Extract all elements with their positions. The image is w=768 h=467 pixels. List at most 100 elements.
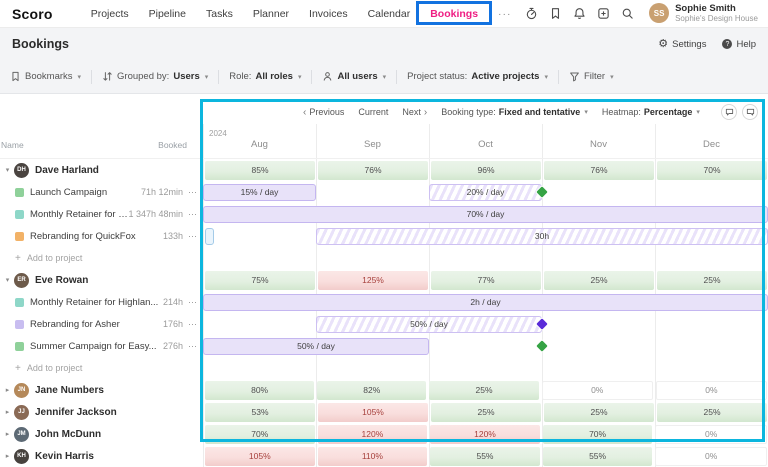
booking-bar[interactable]: 15% / day [203,183,316,201]
collapse-caret-icon[interactable]: ▾ [5,167,10,174]
heatmap-cell[interactable]: 120% [430,424,540,444]
heatmap-cell[interactable]: 25% [431,402,541,422]
heatmap-cell[interactable]: 105% [205,446,315,466]
heatmap-cell[interactable]: 85% [205,160,315,180]
heatmap-cell[interactable]: 25% [657,270,767,290]
notifications-bell-icon[interactable] [573,7,586,20]
project-row[interactable]: Launch Campaign 71h 12min ⋯ [0,181,203,203]
project-row[interactable]: Monthly Retainer for Highlan... 214h ⋯ [0,291,203,313]
booking-bar[interactable] [205,227,215,245]
search-icon[interactable] [621,7,634,20]
avatar: KH [14,448,29,464]
collapse-caret-icon[interactable]: ▾ [5,277,10,284]
heatmap-cell[interactable]: 120% [317,424,428,444]
bookmarks-dropdown[interactable]: Bookmarks ▾ [10,71,81,82]
heatmap-cell[interactable]: 0% [541,380,653,400]
heatmap-cell[interactable]: 55% [430,446,540,466]
speech-bubble-icon-1[interactable] [721,104,737,120]
booking-bar[interactable]: 50% / day [203,337,429,355]
user-row[interactable]: ▾ ER Eve Rowan [0,269,203,291]
heatmap-mode-dropdown[interactable]: Heatmap: Percentage ▾ [602,107,700,117]
heatmap-cell[interactable]: 25% [429,380,539,400]
user-row[interactable]: ▸ KH Kevin Harris [0,445,203,467]
expand-caret-icon[interactable]: ▸ [5,387,10,394]
heatmap-cell[interactable]: 76% [318,160,428,180]
heatmap-cell[interactable]: 0% [655,380,768,400]
project-row[interactable]: Rebranding for QuickFox 133h ⋯ [0,225,203,247]
user-menu[interactable]: SS Sophie Smith Sophie's Design House [649,3,758,24]
current-button[interactable]: Current [358,107,388,117]
booking-bar[interactable]: 30h [316,227,768,245]
booking-bar[interactable]: 2h / day [203,293,768,311]
previous-button[interactable]: ‹ Previous [303,107,344,118]
project-row[interactable]: Monthly Retainer for Highlan...1 347h 48… [0,203,203,225]
booking-bar[interactable]: 70% / day [203,205,768,223]
heatmap-cell[interactable]: 0% [655,446,767,466]
scoro-logo[interactable]: Scoro [12,5,53,22]
help-button[interactable]: ? Help [722,39,756,50]
add-to-project-button[interactable]: + Add to project [0,247,203,269]
role-dropdown[interactable]: Role: All roles ▾ [229,71,301,82]
heatmap-cell[interactable]: 25% [657,402,767,422]
heatmap-cell[interactable]: 0% [655,424,767,444]
row-menu-button[interactable]: ⋯ [188,208,197,219]
user-row[interactable]: ▸ JM John McDunn [0,423,203,445]
heatmap-cell[interactable]: 96% [431,160,541,180]
heatmap-cell[interactable]: 53% [205,402,315,422]
nav-pipeline[interactable]: Pipeline [148,7,186,20]
project-row[interactable]: Rebranding for Asher 176h ⋯ [0,313,203,335]
users-icon [324,72,332,81]
heatmap-cell[interactable]: 76% [544,160,654,180]
heatmap-cell[interactable]: 75% [205,270,315,290]
heatmap-cell[interactable]: 80% [205,380,315,400]
row-menu-button[interactable]: ⋯ [188,186,197,197]
heatmap-cell[interactable]: 77% [431,270,541,290]
grouped-by-dropdown[interactable]: Grouped by: Users ▾ [102,71,208,82]
add-to-project-button[interactable]: + Add to project [0,357,203,379]
booking-bar[interactable]: 50% / day [316,315,542,333]
heatmap-cell[interactable]: 105% [318,402,428,422]
heatmap-cell[interactable]: 70% [542,424,653,444]
nav-invoices[interactable]: Invoices [309,7,348,20]
row-project: Summer Campaign for Easy... 276h ⋯ 50% / da… [0,335,768,357]
heatmap-cell[interactable]: 25% [544,270,654,290]
row-user: ▸ KH Kevin Harris 105% 110% 55% 55% 0% [0,445,768,467]
booking-bar[interactable]: 20% / day [429,183,542,201]
expand-caret-icon[interactable]: ▸ [5,409,10,416]
nav-more-button[interactable]: ··· [498,7,512,20]
user-row[interactable]: ▸ JN Jane Numbers [0,379,203,401]
heatmap-cell[interactable]: 82% [317,380,427,400]
users-dropdown[interactable]: All users ▾ [322,71,386,82]
row-menu-button[interactable]: ⋯ [188,296,197,307]
heatmap-cell[interactable]: 55% [542,446,653,466]
user-row[interactable]: ▸ JJ Jennifer Jackson [0,401,203,423]
booking-type-dropdown[interactable]: Booking type: Fixed and tentative ▾ [441,107,588,117]
expand-caret-icon[interactable]: ▸ [5,431,10,438]
expand-caret-icon[interactable]: ▸ [5,453,10,460]
user-row[interactable]: ▾ DH Dave Harland [0,159,203,181]
bookings-content: Name Booked ‹ Previous Current Next › [0,94,768,467]
heatmap-cell[interactable]: 110% [317,446,428,466]
row-menu-button[interactable]: ⋯ [188,340,197,351]
settings-button[interactable]: ⚙ Settings [658,38,706,50]
heatmap-cell[interactable]: 70% [657,160,767,180]
row-menu-button[interactable]: ⋯ [188,318,197,329]
timer-icon[interactable] [525,7,538,20]
heatmap-cell[interactable]: 70% [205,424,315,444]
quick-add-icon[interactable] [597,7,610,20]
nav-projects[interactable]: Projects [90,7,129,20]
bookmark-icon[interactable] [549,7,562,20]
nav-bookings[interactable]: Bookings [430,7,479,20]
speech-bubble-icon-2[interactable] [742,104,758,120]
heatmap-cell[interactable]: 125% [318,270,428,290]
filter-dropdown[interactable]: Filter ▾ [569,71,614,82]
heatmap-cell[interactable]: 25% [544,402,654,422]
milestone-diamond-icon[interactable] [536,340,548,352]
project-status-dropdown[interactable]: Project status: Active projects ▾ [407,71,548,82]
nav-tasks[interactable]: Tasks [206,7,233,20]
nav-planner[interactable]: Planner [252,7,290,20]
nav-calendar[interactable]: Calendar [367,7,411,20]
row-menu-button[interactable]: ⋯ [188,230,197,241]
project-row[interactable]: Summer Campaign for Easy... 276h ⋯ [0,335,203,357]
next-button[interactable]: Next › [402,107,427,118]
